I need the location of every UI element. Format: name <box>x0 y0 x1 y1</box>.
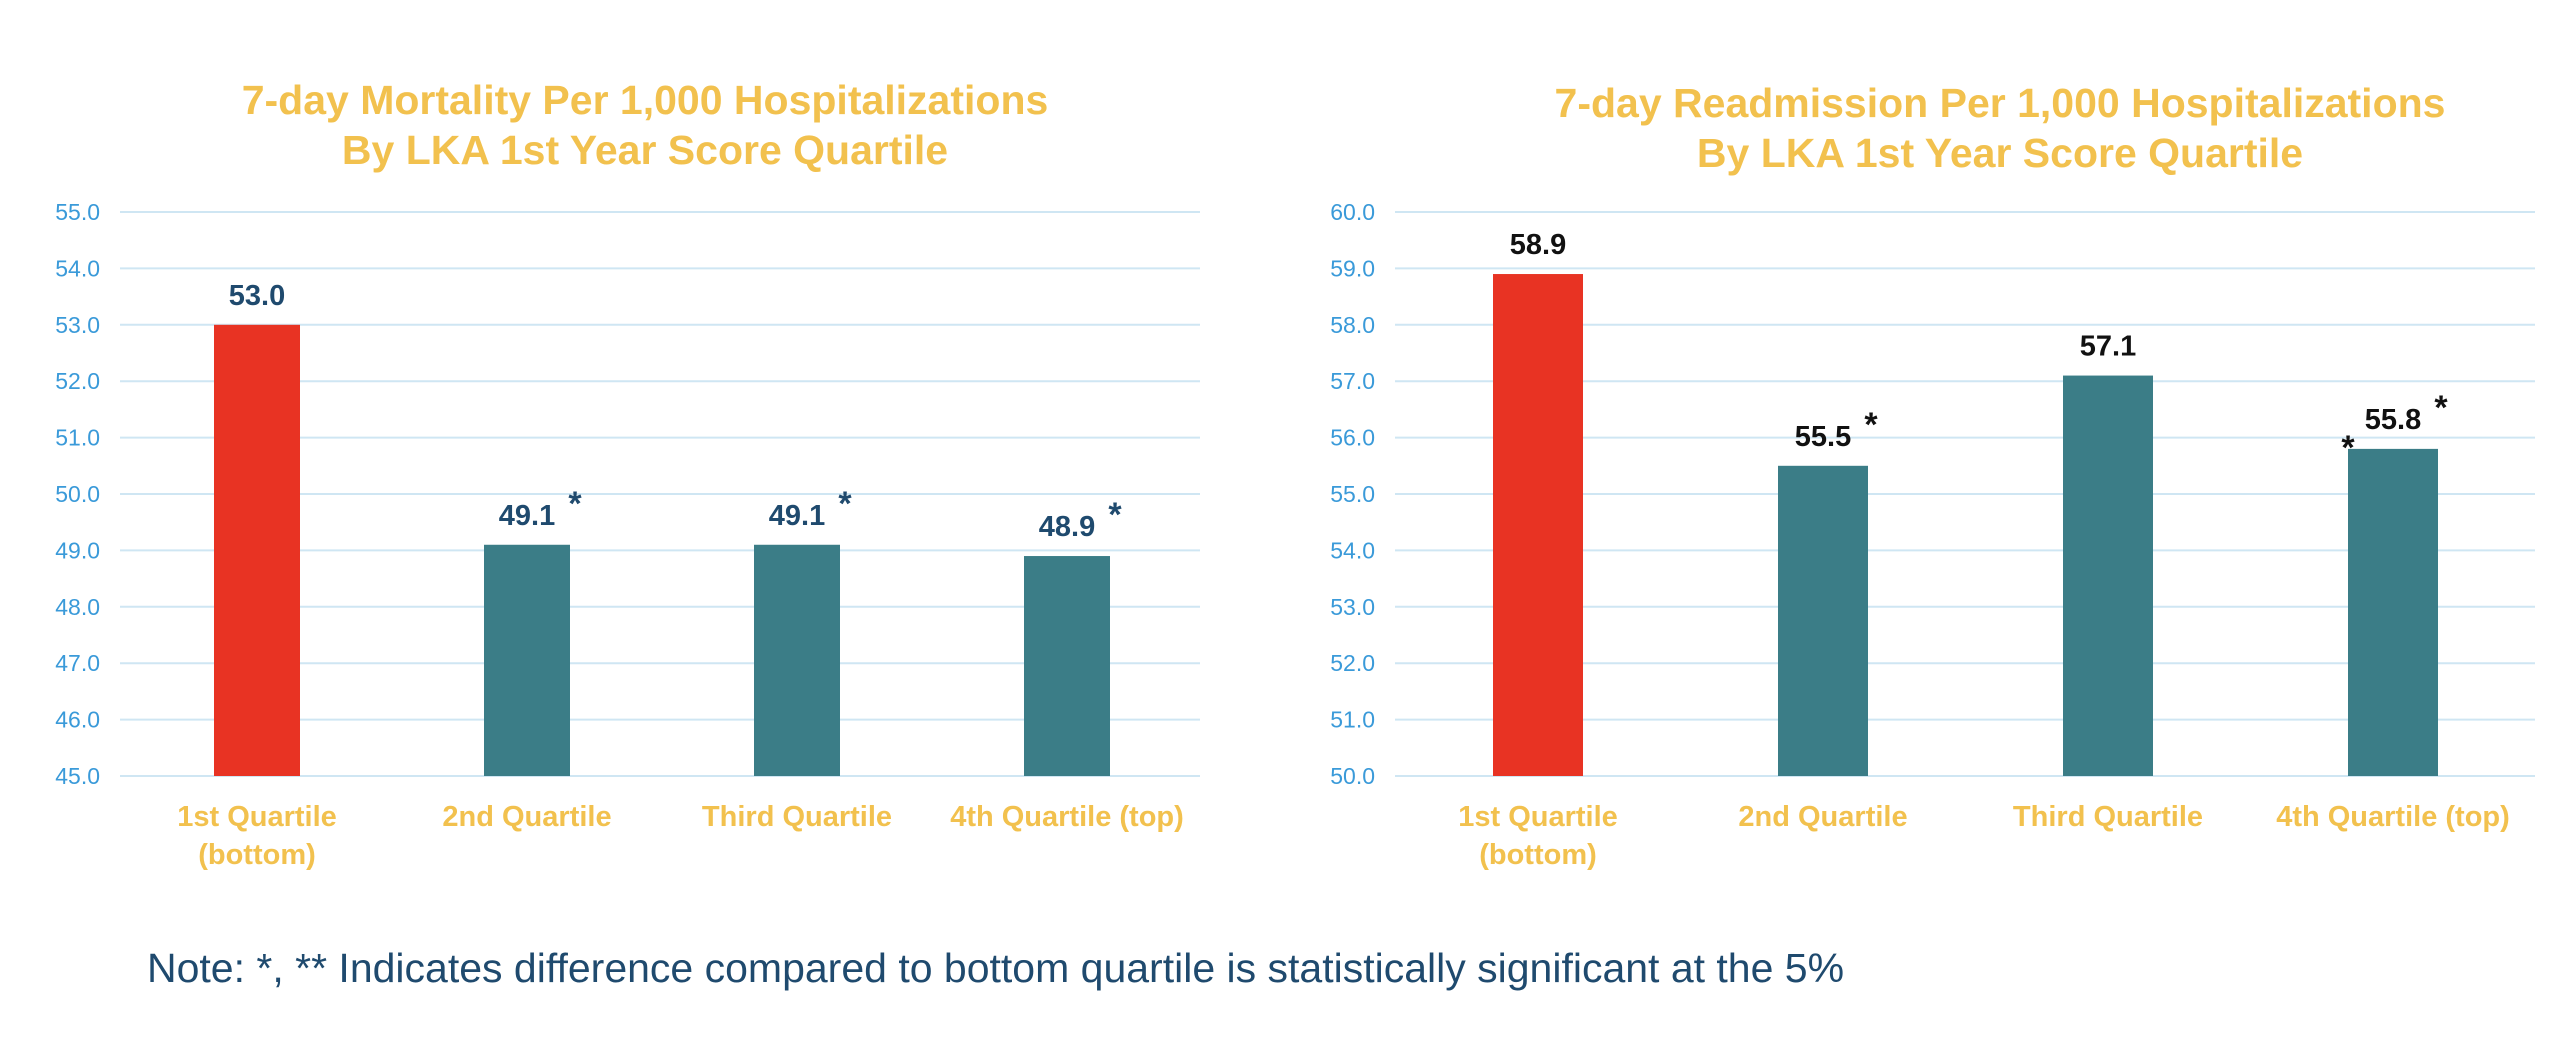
bar <box>2063 375 2153 776</box>
data-label: 58.9 <box>1510 229 1566 261</box>
data-label: 48.9 <box>1039 511 1095 543</box>
data-label: 53.0 <box>229 280 285 312</box>
chart-title-readmission: 7-day Readmission Per 1,000 Hospitalizat… <box>1445 78 2555 178</box>
data-label: 49.1 <box>769 500 825 532</box>
y-tick-label: 54.0 <box>55 255 100 281</box>
y-tick-label: 49.0 <box>55 537 100 563</box>
significance-marker: * <box>2341 429 2355 467</box>
y-tick-label: 52.0 <box>1330 650 1375 676</box>
y-tick-label: 59.0 <box>1330 255 1375 281</box>
x-tick-label: 2nd Quartile <box>442 801 611 833</box>
significance-marker: * <box>568 485 582 523</box>
y-tick-label: 57.0 <box>1330 368 1375 394</box>
y-tick-label: 54.0 <box>1330 537 1375 563</box>
y-tick-label: 52.0 <box>55 368 100 394</box>
significance-marker: * <box>838 485 852 523</box>
x-tick-label: (bottom) <box>1479 839 1597 871</box>
significance-marker: * <box>1108 496 1122 534</box>
y-tick-label: 46.0 <box>55 707 100 733</box>
x-tick-label: (bottom) <box>198 839 316 871</box>
bar <box>1493 274 1583 776</box>
readmission-bar-chart: 50.0 51.0 52.0 53.0 54.0 55.0 56.0 57.0 58.0 59.0… <box>1330 199 2535 871</box>
x-tick-label: 1st Quartile <box>177 801 337 833</box>
mortality-bar-chart: 45.0 46.0 47.0 48.0 49.0 50.0 51.0 52.0 53.0 54.0… <box>55 199 1200 871</box>
data-label: 55.8 <box>2365 404 2421 436</box>
bar <box>1024 556 1110 776</box>
y-tick-label: 58.0 <box>1330 312 1375 338</box>
x-tick-label: 1st Quartile <box>1458 801 1618 833</box>
chart-title-line: 7-day Readmission Per 1,000 Hospitalizat… <box>1554 80 2446 126</box>
y-tick-label: 53.0 <box>55 312 100 338</box>
data-label: 49.1 <box>499 500 555 532</box>
x-tick-label: Third Quartile <box>702 801 892 833</box>
y-tick-label: 45.0 <box>55 763 100 789</box>
chart-title-line: By LKA 1st Year Score Quartile <box>1696 130 2304 176</box>
x-tick-label: 4th Quartile (top) <box>2276 801 2510 833</box>
y-tick-label: 51.0 <box>1330 707 1375 733</box>
chart-title-line: 7-day Mortality Per 1,000 Hospitalizatio… <box>241 77 1049 123</box>
y-tick-label: 56.0 <box>1330 425 1375 451</box>
y-tick-label: 60.0 <box>1330 199 1375 225</box>
y-tick-label: 55.0 <box>55 199 100 225</box>
data-label: 57.1 <box>2080 331 2136 363</box>
bar <box>2348 448 2438 776</box>
significance-marker: * <box>2434 389 2448 427</box>
y-tick-label: 47.0 <box>55 650 100 676</box>
y-tick-label: 50.0 <box>1330 763 1375 789</box>
y-tick-label: 51.0 <box>55 425 100 451</box>
significance-marker: * <box>1864 406 1878 444</box>
data-label: 55.5 <box>1795 421 1851 453</box>
y-tick-label: 55.0 <box>1330 481 1375 507</box>
significance-note: Note: *, ** Indicates difference compare… <box>147 945 1845 991</box>
y-tick-label: 53.0 <box>1330 594 1375 620</box>
x-tick-label: Third Quartile <box>2013 801 2203 833</box>
y-tick-label: 48.0 <box>55 594 100 620</box>
bar <box>484 544 570 776</box>
chart-title-line: By LKA 1st Year Score Quartile <box>341 127 949 173</box>
x-tick-label: 4th Quartile (top) <box>950 801 1184 833</box>
bar <box>214 324 300 776</box>
x-tick-label: 2nd Quartile <box>1738 801 1907 833</box>
y-tick-label: 50.0 <box>55 481 100 507</box>
bar <box>754 544 840 776</box>
chart-title-mortality: 7-day Mortality Per 1,000 Hospitalizatio… <box>115 75 1175 175</box>
bar <box>1778 465 1868 776</box>
